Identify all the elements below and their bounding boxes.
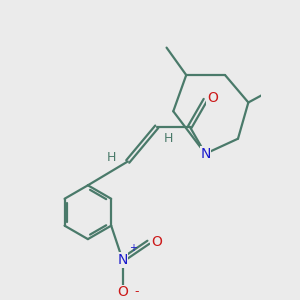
Text: O: O — [117, 285, 128, 299]
Text: H: H — [164, 132, 173, 145]
Text: N: N — [200, 147, 211, 161]
Text: -: - — [135, 285, 139, 298]
Text: O: O — [151, 235, 162, 249]
Text: H: H — [106, 151, 116, 164]
Text: N: N — [117, 253, 128, 267]
Text: O: O — [207, 91, 218, 105]
Text: +: + — [129, 243, 137, 254]
